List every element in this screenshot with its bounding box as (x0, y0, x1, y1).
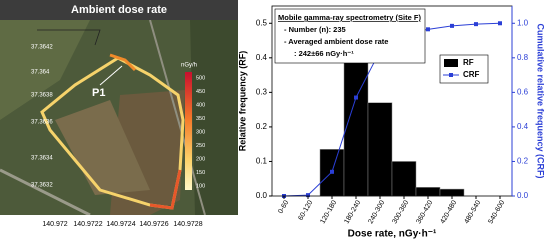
x-tick-label: 540-600 (487, 199, 506, 225)
lon-label: 140.9726 (139, 221, 168, 228)
y-tick-label: 0.3 (256, 87, 268, 96)
y-tick-label: 0.2 (256, 122, 268, 131)
colorbar-label: 450 (196, 89, 205, 95)
y2-tick-label: 0.0 (517, 191, 529, 200)
colorbar-unit: nGy/h (181, 63, 197, 69)
y2-tick-label: 0.8 (517, 53, 529, 62)
colorbar-label: 200 (196, 156, 205, 162)
bar (391, 161, 417, 197)
road (0, 168, 91, 217)
colorbar-label: 400 (196, 102, 205, 108)
annotation-line: - Averaged ambient dose rate (284, 37, 388, 46)
colorbar-label: 150 (196, 170, 205, 176)
bar (415, 187, 441, 197)
map-panel: P1 Ambient dose rate (0, 0, 238, 242)
x-tick-label: 120-180 (319, 199, 338, 225)
marker-label: P1 (92, 87, 105, 99)
y2-axis-label: Cumulative relative frequency (CRF) (536, 23, 546, 178)
lat-label: 37.3638 (31, 93, 53, 99)
legend-label: RF (463, 58, 474, 67)
colorbar (185, 72, 192, 190)
road (149, 19, 206, 216)
colorbar-label: 500 (196, 75, 205, 81)
map-footer (0, 215, 238, 242)
field (55, 100, 150, 195)
figure: P1 Ambient dose rate 37.3642 37.364 37.363… (0, 0, 546, 242)
y-tick-label: 0.4 (256, 53, 268, 62)
legend-label: CRF (463, 70, 480, 79)
forest (190, 20, 238, 215)
colorbar-label: 350 (196, 116, 205, 122)
x-axis-label: Dose rate, nGy·h⁻¹ (348, 229, 437, 240)
boundary (37, 29, 101, 46)
crf-point (330, 169, 334, 174)
colorbar-label: 100 (196, 183, 205, 189)
colorbar-label: 250 (196, 143, 205, 149)
x-tick-label: 180-240 (343, 199, 362, 225)
crf-point (498, 21, 502, 26)
lat-label: 37.364 (31, 70, 50, 76)
y-axis-label: Relative frequency (RF) (237, 51, 247, 152)
lat-label: 37.3636 (31, 120, 53, 126)
y2-tick-label: 0.2 (517, 157, 529, 166)
colorbar-label: 300 (196, 129, 205, 135)
y2-tick-label: 1.0 (517, 18, 529, 27)
y-tick-label: 0.0 (256, 191, 268, 200)
crf-point (474, 22, 478, 27)
crf-point (306, 193, 310, 198)
crf-point (450, 23, 454, 28)
legend-swatch (444, 59, 458, 67)
x-tick-label: 420-480 (439, 199, 458, 225)
field (0, 20, 90, 120)
lat-label: 37.3642 (31, 45, 53, 51)
lat-label: 37.3634 (31, 156, 53, 162)
lon-label: 140.9728 (173, 221, 202, 228)
marker-pointer (99, 65, 123, 86)
bar (343, 47, 369, 197)
bar (367, 102, 393, 197)
annotation-box (274, 8, 426, 64)
y-tick-label: 0.5 (256, 18, 268, 27)
y2-tick-label: 0.6 (517, 87, 529, 96)
map-title: Ambient dose rate (71, 4, 167, 16)
lon-label: 140.972 (42, 221, 67, 228)
annotation-line: - Number (n): 235 (284, 25, 346, 34)
survey-track-high (109, 53, 137, 72)
bar (439, 188, 465, 197)
annotation-line: Mobile gamma-ray spectrometry (Site F) (278, 13, 421, 22)
x-tick-label: 360-420 (415, 199, 434, 225)
y2-tick-label: 0.4 (517, 122, 529, 131)
lon-label: 140.9722 (73, 221, 102, 228)
survey-track-high (149, 169, 182, 210)
map-title-bar (0, 0, 238, 20)
x-tick-label: 300-360 (391, 199, 410, 225)
legend-swatch (449, 73, 453, 77)
x-tick-label: 60-120 (297, 199, 314, 221)
crf-point (354, 95, 358, 100)
x-tick-label: 480-540 (463, 199, 482, 225)
lat-label: 37.3632 (31, 183, 53, 189)
y-tick-label: 0.1 (256, 157, 268, 166)
crf-point (426, 27, 430, 32)
x-tick-label: 0-60 (277, 199, 290, 215)
x-tick-label: 240-300 (367, 199, 386, 225)
annotation-line: : 242±66 nGy·h⁻¹ (294, 49, 354, 58)
lon-label: 140.9724 (106, 221, 135, 228)
